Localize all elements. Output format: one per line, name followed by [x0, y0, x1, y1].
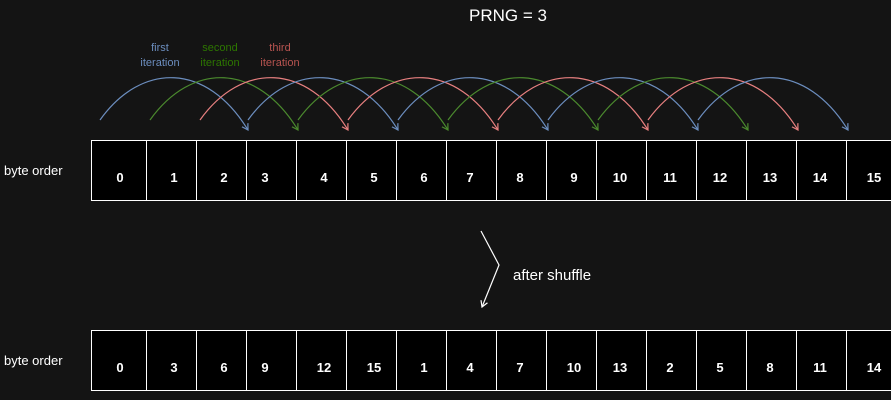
iteration-arc-first — [247, 77, 398, 130]
byte-value: 13 — [763, 170, 777, 185]
byte-value: 13 — [613, 360, 627, 375]
byte-value: 14 — [867, 360, 882, 375]
iteration-arc-third — [199, 77, 348, 130]
byte-cell — [696, 330, 747, 391]
byte-cell — [396, 330, 447, 391]
byte-value: 6 — [420, 170, 427, 185]
iteration-arc-second — [149, 77, 298, 130]
row-label-shuffled: byte order — [4, 353, 63, 368]
byte-value: 9 — [261, 360, 268, 375]
byte-cell — [296, 330, 347, 391]
shuffle-arrow — [481, 230, 500, 307]
byte-value: 6 — [220, 360, 227, 375]
byte-cell — [446, 140, 497, 201]
byte-cell — [346, 330, 397, 391]
byte-row-original: 0 1 2 3 4 5 6 7 8 9 10 11 12 13 14 15 — [91, 140, 891, 201]
byte-value: 1 — [170, 170, 177, 185]
byte-cell — [746, 330, 797, 391]
shuffle-label: after shuffle — [513, 267, 591, 284]
legend: first iteration second iteration third i… — [140, 42, 299, 69]
byte-value: 11 — [663, 170, 677, 185]
byte-value: 0 — [116, 360, 123, 375]
byte-value: 2 — [220, 170, 227, 185]
iteration-arc-second — [597, 77, 748, 130]
byte-cell — [546, 140, 597, 201]
byte-cell — [446, 330, 497, 391]
byte-value: 3 — [170, 360, 177, 375]
byte-cell — [696, 140, 747, 201]
legend-first-line1: first — [151, 42, 169, 54]
byte-value: 10 — [613, 170, 627, 185]
byte-cell — [796, 330, 847, 391]
iteration-arc-first — [99, 77, 248, 130]
iteration-arc-first — [547, 77, 698, 130]
byte-value: 5 — [716, 360, 723, 375]
byte-cell — [646, 330, 697, 391]
byte-cell — [346, 140, 397, 201]
byte-value: 15 — [367, 360, 381, 375]
byte-cell — [846, 140, 891, 201]
byte-cell — [596, 330, 647, 391]
byte-row-shuffled: 0 3 6 9 12 15 1 4 7 10 13 2 5 8 11 14 — [91, 330, 891, 391]
legend-second-line1: second — [202, 42, 237, 54]
byte-value: 11 — [813, 360, 827, 375]
iteration-arc-first — [397, 77, 548, 130]
byte-value: 5 — [370, 170, 377, 185]
byte-value: 12 — [317, 360, 331, 375]
byte-cell — [91, 140, 147, 201]
byte-value: 14 — [813, 170, 828, 185]
iteration-arc-first — [697, 77, 848, 130]
byte-value: 8 — [516, 170, 523, 185]
byte-value: 4 — [466, 360, 474, 375]
byte-value: 10 — [567, 360, 581, 375]
byte-cell — [496, 330, 547, 391]
diagram-title: PRNG = 3 — [469, 6, 547, 25]
byte-value: 15 — [867, 170, 881, 185]
legend-third-line2: iteration — [260, 57, 299, 69]
row-label-original: byte order — [4, 163, 63, 178]
iteration-arc-third — [347, 77, 498, 130]
iteration-arcs — [99, 77, 848, 130]
byte-cell — [496, 140, 547, 201]
byte-cell — [396, 140, 447, 201]
byte-value: 7 — [466, 170, 473, 185]
byte-value: 4 — [320, 170, 328, 185]
byte-cell — [146, 140, 197, 201]
byte-value: 8 — [766, 360, 773, 375]
byte-value: 12 — [713, 170, 727, 185]
iteration-arc-second — [297, 77, 448, 130]
legend-third-line1: third — [269, 42, 290, 54]
iteration-arc-third — [497, 77, 648, 130]
iteration-arc-second — [447, 77, 598, 130]
byte-value: 9 — [570, 170, 577, 185]
byte-cell — [746, 140, 797, 201]
byte-value: 0 — [116, 170, 123, 185]
byte-cell — [596, 140, 647, 201]
byte-cell — [846, 330, 891, 391]
byte-value: 7 — [516, 360, 523, 375]
byte-value: 3 — [261, 170, 268, 185]
byte-value: 1 — [420, 360, 427, 375]
iteration-arc-third — [647, 77, 798, 130]
byte-cell — [246, 140, 297, 201]
shuffle-arrow-line — [481, 230, 500, 307]
byte-cell — [196, 140, 247, 201]
byte-value: 2 — [666, 360, 673, 375]
legend-first-line2: iteration — [140, 57, 179, 69]
byte-cell — [796, 140, 847, 201]
legend-second-line2: iteration — [200, 57, 239, 69]
byte-cell — [246, 330, 297, 391]
